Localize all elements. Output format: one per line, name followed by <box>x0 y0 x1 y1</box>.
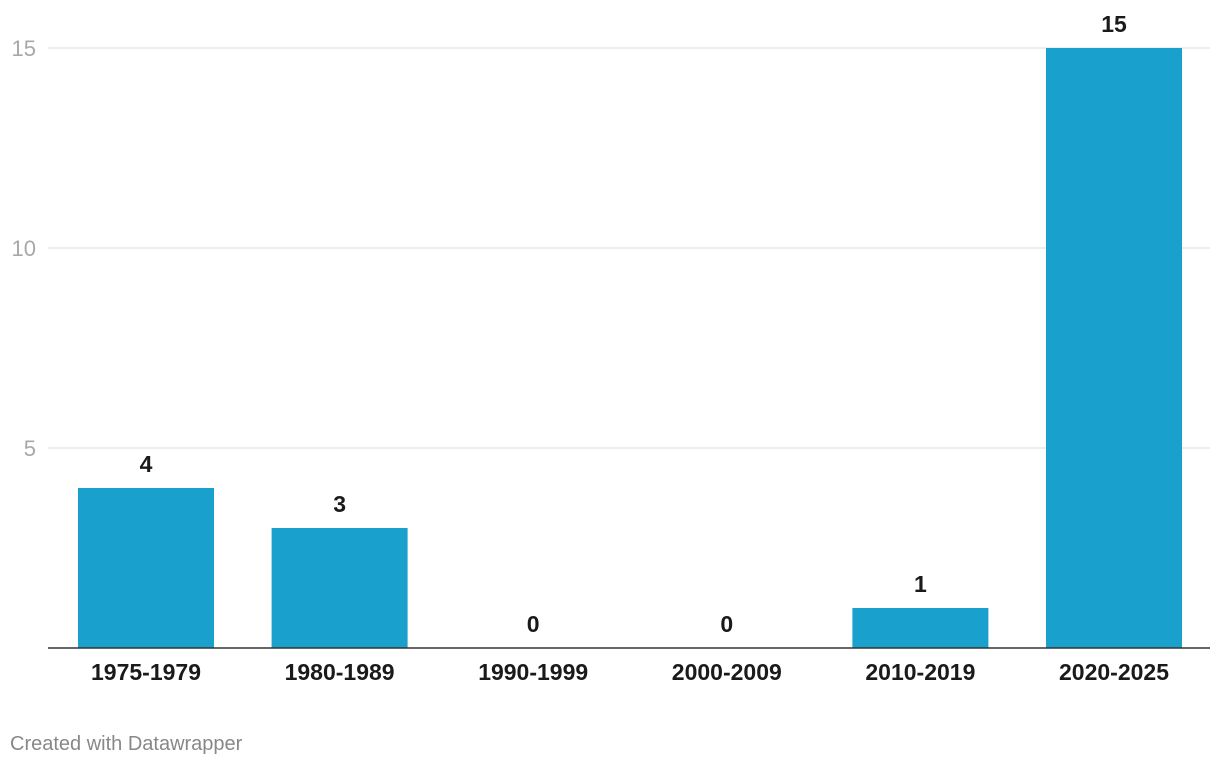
data-label: 1 <box>914 571 927 597</box>
gridlines: 5 10 15 <box>12 36 1210 461</box>
x-tick-label: 1975-1979 <box>91 659 201 685</box>
bar <box>1046 48 1182 648</box>
y-tick-label: 10 <box>12 236 36 261</box>
data-label: 3 <box>333 491 346 517</box>
y-tick-label: 5 <box>24 436 36 461</box>
data-label: 0 <box>720 611 733 637</box>
x-tick-label: 1990-1999 <box>478 659 588 685</box>
y-tick-label: 15 <box>12 36 36 61</box>
bar <box>852 608 989 648</box>
bar <box>271 528 408 648</box>
x-tick-label: 2010-2019 <box>865 659 975 685</box>
data-labels: 4 3 0 0 1 15 <box>140 11 1127 637</box>
x-tick-label: 2000-2009 <box>672 659 782 685</box>
data-label: 0 <box>527 611 540 637</box>
x-tick-label: 2020-2025 <box>1059 659 1169 685</box>
data-label: 4 <box>140 451 153 477</box>
bar <box>78 488 214 648</box>
bars <box>78 48 1182 648</box>
data-label: 15 <box>1101 11 1127 37</box>
x-axis: 1975-1979 1980-1989 1990-1999 2000-2009 2010… <box>48 647 1210 685</box>
credit-text: Created with Datawrapper <box>10 733 243 755</box>
x-tick-label: 1980-1989 <box>285 659 395 685</box>
